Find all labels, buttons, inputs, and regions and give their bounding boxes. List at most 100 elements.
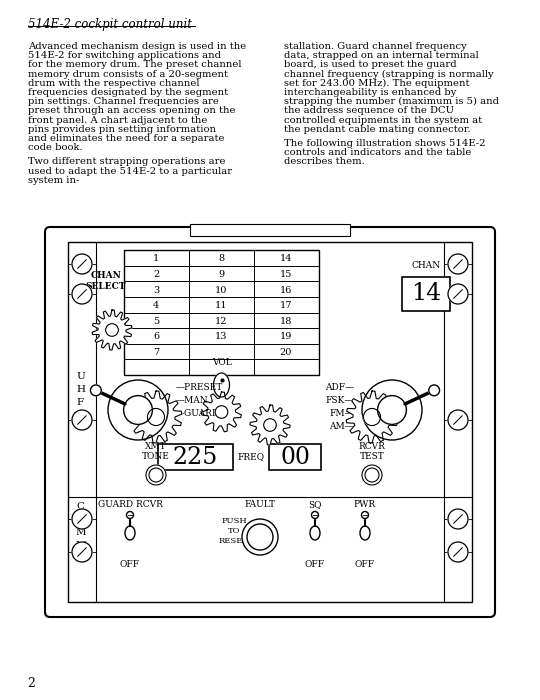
Bar <box>402 277 450 311</box>
Circle shape <box>147 408 165 426</box>
Text: 20: 20 <box>280 348 292 357</box>
Circle shape <box>72 410 92 430</box>
Text: 16: 16 <box>280 286 292 295</box>
Text: TEST: TEST <box>360 452 384 461</box>
Text: 10: 10 <box>215 286 227 295</box>
Circle shape <box>126 512 133 519</box>
Text: 19: 19 <box>280 332 292 342</box>
Circle shape <box>149 468 163 482</box>
Text: PUSH: PUSH <box>221 517 247 525</box>
Text: VOL: VOL <box>212 358 231 367</box>
Circle shape <box>247 524 273 550</box>
Circle shape <box>448 254 468 274</box>
Circle shape <box>91 385 102 396</box>
Polygon shape <box>250 405 290 445</box>
Text: 8: 8 <box>218 254 224 263</box>
Text: TO: TO <box>228 527 240 535</box>
Circle shape <box>72 509 92 529</box>
Text: 514E-2 for switching applications and: 514E-2 for switching applications and <box>28 51 221 60</box>
Text: controlled equipments in the system at: controlled equipments in the system at <box>284 116 482 125</box>
Bar <box>190 224 350 236</box>
Text: OFF: OFF <box>355 560 375 569</box>
Text: data, strapped on an internal terminal: data, strapped on an internal terminal <box>284 51 479 60</box>
Text: O: O <box>76 515 85 524</box>
Text: 17: 17 <box>280 301 292 310</box>
Bar <box>269 444 321 470</box>
Circle shape <box>448 509 468 529</box>
Text: —PRESET: —PRESET <box>176 383 223 392</box>
Circle shape <box>124 395 152 424</box>
Text: memory drum consists of a 20-segment: memory drum consists of a 20-segment <box>28 69 228 78</box>
Text: 4: 4 <box>153 301 159 310</box>
Text: 14: 14 <box>411 283 441 305</box>
Text: set for 243.00 MHz). The equipment: set for 243.00 MHz). The equipment <box>284 79 469 88</box>
Ellipse shape <box>125 526 135 540</box>
Circle shape <box>106 323 118 336</box>
Text: F: F <box>76 398 83 407</box>
Text: OFF: OFF <box>305 560 325 569</box>
Text: M: M <box>76 528 86 537</box>
Text: channel frequency (strapping is normally: channel frequency (strapping is normally <box>284 69 494 78</box>
Text: FM—: FM— <box>329 409 354 418</box>
Ellipse shape <box>213 373 230 397</box>
Polygon shape <box>201 392 241 432</box>
Circle shape <box>72 254 92 274</box>
Text: the address sequence of the DCU: the address sequence of the DCU <box>284 106 454 116</box>
Text: stallation. Guard channel frequency: stallation. Guard channel frequency <box>284 42 467 51</box>
Text: 2: 2 <box>27 677 35 690</box>
Text: 1: 1 <box>153 254 159 263</box>
Circle shape <box>215 406 228 419</box>
Text: code book.: code book. <box>28 144 83 152</box>
Text: M: M <box>76 541 86 550</box>
Text: Two different strapping operations are: Two different strapping operations are <box>28 158 226 167</box>
Circle shape <box>448 410 468 430</box>
Bar <box>124 250 319 375</box>
Text: 3: 3 <box>153 286 159 295</box>
Text: GUARD RCVR: GUARD RCVR <box>98 500 163 509</box>
Ellipse shape <box>360 526 370 540</box>
Text: 7: 7 <box>153 348 159 357</box>
Text: the pendant cable mating connector.: the pendant cable mating connector. <box>284 125 471 134</box>
Text: SELECT: SELECT <box>86 282 126 291</box>
Text: for the memory drum. The preset channel: for the memory drum. The preset channel <box>28 60 241 69</box>
Text: SQ: SQ <box>308 500 322 509</box>
Text: board, is used to preset the guard: board, is used to preset the guard <box>284 60 457 69</box>
Text: preset through an access opening on the: preset through an access opening on the <box>28 106 235 116</box>
Text: 9: 9 <box>218 270 224 279</box>
Bar <box>68 242 472 602</box>
Text: controls and indicators and the table: controls and indicators and the table <box>284 148 471 158</box>
Text: and eliminates the need for a separate: and eliminates the need for a separate <box>28 134 225 143</box>
Circle shape <box>72 542 92 562</box>
Text: PWR: PWR <box>354 500 376 509</box>
Text: describes them.: describes them. <box>284 158 364 167</box>
Text: frequencies designated by the segment: frequencies designated by the segment <box>28 88 228 97</box>
Circle shape <box>361 512 368 519</box>
Text: 15: 15 <box>280 270 292 279</box>
Circle shape <box>108 380 168 440</box>
Text: 225: 225 <box>173 445 218 468</box>
Circle shape <box>242 519 278 555</box>
Text: 6: 6 <box>153 332 159 342</box>
Text: pins provides pin setting information: pins provides pin setting information <box>28 125 216 134</box>
Text: —GUARD: —GUARD <box>176 409 220 418</box>
Text: C: C <box>76 502 84 511</box>
Text: drum with the respective channel: drum with the respective channel <box>28 79 199 88</box>
Text: FSK—: FSK— <box>326 396 354 405</box>
Circle shape <box>377 395 407 424</box>
Text: 514E-2 cockpit control unit: 514E-2 cockpit control unit <box>28 18 192 31</box>
Circle shape <box>312 512 319 519</box>
Text: 18: 18 <box>280 317 292 326</box>
Text: TONE: TONE <box>142 452 170 461</box>
Circle shape <box>448 284 468 304</box>
Text: 00: 00 <box>280 445 310 468</box>
Circle shape <box>365 468 379 482</box>
Text: AM—: AM— <box>329 422 354 431</box>
Circle shape <box>362 465 382 485</box>
Text: 5: 5 <box>153 317 159 326</box>
Text: used to adapt the 514E-2 to a particular: used to adapt the 514E-2 to a particular <box>28 167 232 176</box>
Text: strapping the number (maximum is 5) and: strapping the number (maximum is 5) and <box>284 97 499 106</box>
Circle shape <box>146 465 166 485</box>
Text: H: H <box>76 385 85 394</box>
Text: 14: 14 <box>280 254 292 263</box>
Text: RESET: RESET <box>219 537 249 545</box>
